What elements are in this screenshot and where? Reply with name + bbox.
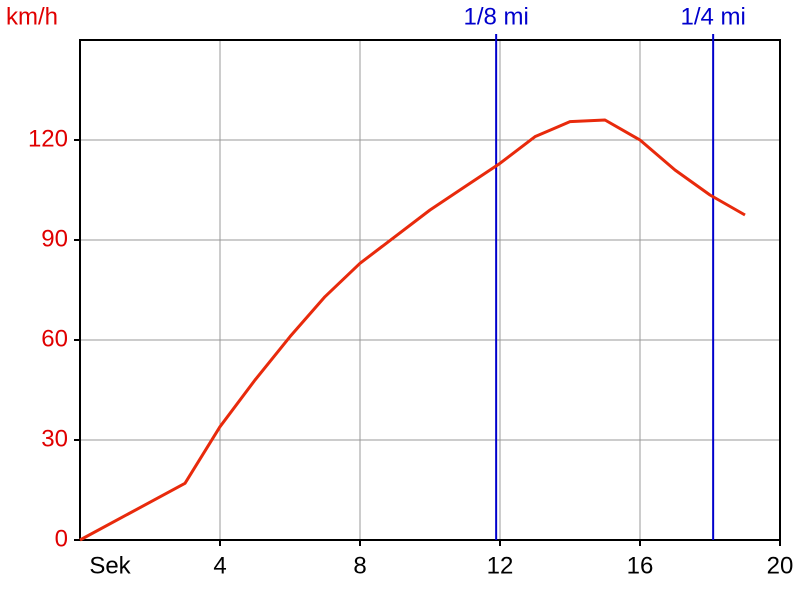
y-axis-label: km/h (6, 3, 58, 30)
plot-frame (79, 39, 781, 541)
x-tick-label: 4 (213, 552, 226, 579)
y-tick-label: 120 (28, 125, 68, 152)
x-tick-label: 12 (487, 552, 514, 579)
data-line (79, 118, 746, 542)
x-tick-label: 20 (767, 552, 794, 579)
distance-marker-label: 1/4 mi (680, 3, 745, 30)
y-tick-label: 30 (41, 425, 68, 452)
y-tick-label: 60 (41, 325, 68, 352)
y-tick-label: 90 (41, 225, 68, 252)
distance-marker-label: 1/8 mi (463, 3, 528, 30)
x-axis-label: Sek (89, 552, 131, 579)
y-tick-label: 0 (55, 525, 68, 552)
x-tick-label: 16 (627, 552, 654, 579)
x-tick-label: 8 (353, 552, 366, 579)
